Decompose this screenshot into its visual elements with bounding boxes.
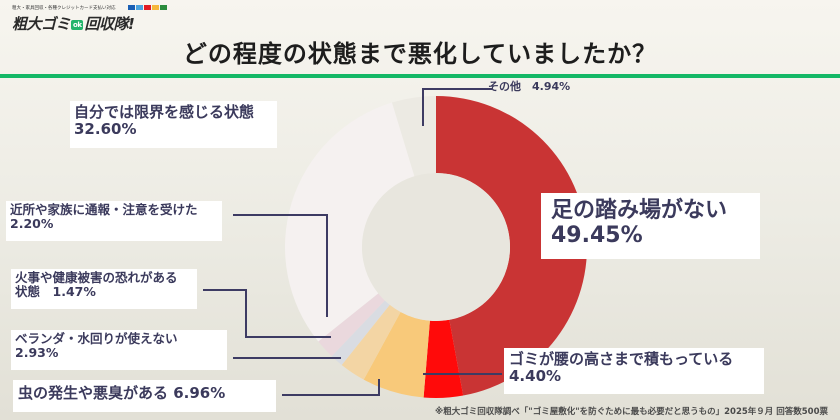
donut-segment: [331, 300, 390, 365]
page-title: どの程度の状態まで悪化していましたか？: [182, 40, 658, 68]
label-genkai: 自分では限界を感じる状態 32.60%: [70, 101, 277, 148]
label-koshi-name: ゴミが腰の高さまで積もっている: [509, 350, 734, 368]
donut-segment: [341, 304, 401, 380]
logo-wordmark: 粗大ゴミ ok 回収隊!: [12, 13, 135, 34]
label-sonota: その他 4.94%: [484, 80, 574, 94]
source-footnote: ※粗大ゴミ回収隊調べ「"ゴミ屋敷化"を防ぐために最も必要だと思うもの」2025年…: [435, 407, 828, 417]
brand-logo: 粗大・家具回収・各種クレジットカード支払い対応 粗大ゴミ ok 回収隊!: [10, 5, 170, 35]
logo-text-prefix: 粗大ゴミ: [12, 15, 71, 33]
logo-tagline: 粗大・家具回収・各種クレジットカード支払い対応: [12, 6, 116, 11]
card-icon: [136, 5, 143, 10]
label-sonota-text: その他 4.94%: [488, 80, 571, 93]
callout-line-mushi: [282, 379, 380, 396]
label-koshi: ゴミが腰の高さまで積もっている 4.40%: [504, 348, 764, 394]
donut-segment: [363, 311, 430, 398]
donut-hole: [362, 173, 510, 321]
payment-card-icons: [128, 5, 167, 10]
callout-line-kaji: [203, 289, 331, 338]
callout-lines: [203, 88, 502, 396]
label-kaji-value: 状態 1.47%: [15, 284, 96, 300]
donut-segment: [391, 96, 436, 177]
label-genkai-name: 自分では限界を感じる状態: [74, 103, 255, 121]
label-mushi-text: 虫の発生や悪臭がある 6.96%: [18, 384, 226, 402]
donut-segments: [285, 96, 587, 398]
callout-line-kinjo: [233, 214, 328, 317]
title-underline: [0, 74, 840, 78]
label-ashi-value: 49.45%: [551, 223, 643, 249]
donut-segment: [285, 102, 415, 342]
label-ashi: 足の踏み場がない 49.45%: [541, 193, 760, 259]
card-icon: [152, 5, 159, 10]
label-kaji-name: 火事や健康被害の恐れがある: [15, 270, 178, 285]
label-mushi: 虫の発生や悪臭がある 6.96%: [13, 380, 276, 412]
card-icon: [144, 5, 151, 10]
label-genkai-value: 32.60%: [74, 120, 137, 139]
label-kaji: 火事や健康被害の恐れがある 状態 1.47%: [11, 269, 197, 309]
card-icon: [128, 5, 135, 10]
donut-segment: [436, 96, 587, 396]
label-kinjo: 近所や家族に通報・注意を受けた 2.20%: [6, 201, 222, 241]
label-veranda-value: 2.93%: [15, 345, 59, 361]
label-koshi-value: 4.40%: [509, 367, 562, 386]
logo-text-suffix: 回収隊!: [84, 15, 135, 33]
label-ashi-name: 足の踏み場がない: [551, 198, 728, 223]
label-veranda-name: ベランダ・水回りが使えない: [15, 331, 178, 346]
logo-ok-badge: ok: [71, 19, 84, 30]
donut-segment: [423, 319, 464, 398]
callout-line-sonota: [422, 88, 492, 126]
label-kinjo-name: 近所や家族に通報・注意を受けた: [10, 202, 198, 217]
donut-segment: [318, 293, 385, 357]
label-kinjo-value: 2.20%: [10, 216, 54, 232]
label-veranda: ベランダ・水回りが使えない 2.93%: [11, 330, 227, 370]
card-icon: [160, 5, 167, 10]
